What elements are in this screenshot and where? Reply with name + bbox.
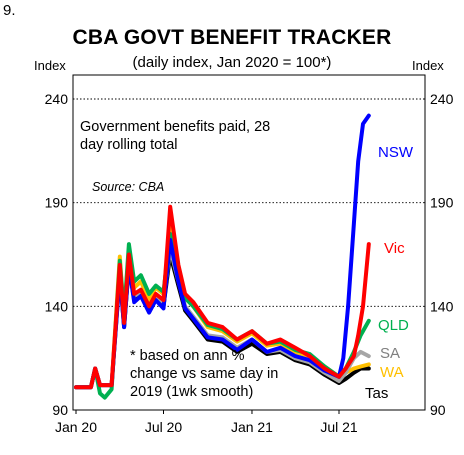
chart-subtitle: (daily index, Jan 2020 = 100*) bbox=[132, 54, 332, 71]
series-label-tas: Tas bbox=[365, 385, 388, 402]
annotation-source: Source: CBA bbox=[92, 180, 164, 194]
series-label-wa: WA bbox=[380, 364, 404, 381]
left-axis-title: Index bbox=[34, 58, 66, 73]
right-axis-title: Index bbox=[412, 58, 444, 73]
y-tick-left-190: 190 bbox=[45, 195, 69, 211]
annotation-footnote-line-1: * based on ann % bbox=[130, 348, 245, 364]
series-label-vic: Vic bbox=[384, 240, 405, 257]
series-label-nsw: NSW bbox=[378, 144, 414, 161]
annotation-description-line-2: day rolling total bbox=[80, 137, 178, 153]
annotation-footnote-line-2: change vs same day in bbox=[130, 366, 278, 382]
y-tick-left-90: 90 bbox=[52, 402, 68, 418]
annotation-description-line-1: Government benefits paid, 28 bbox=[80, 119, 270, 135]
y-tick-left-240: 240 bbox=[45, 91, 69, 107]
x-tick-label-1: Jul 20 bbox=[145, 419, 183, 435]
figure-number: 9. bbox=[3, 2, 16, 19]
series-label-qld: QLD bbox=[378, 317, 409, 334]
series-line-nsw bbox=[74, 113, 371, 390]
x-tick-label-2: Jan 21 bbox=[231, 419, 273, 435]
y-tick-right-190: 190 bbox=[430, 195, 454, 211]
plot-frame bbox=[72, 74, 426, 411]
y-tick-right-90: 90 bbox=[430, 402, 446, 418]
y-tick-right-140: 140 bbox=[430, 298, 454, 314]
chart-title: CBA GOVT BENEFIT TRACKER bbox=[72, 26, 392, 49]
series-label-sa: SA bbox=[380, 345, 400, 362]
y-tick-left-140: 140 bbox=[45, 298, 69, 314]
annotation-footnote-line-3: 2019 (1wk smooth) bbox=[130, 384, 253, 400]
x-tick-label-0: Jan 20 bbox=[55, 419, 97, 435]
x-tick-label-3: Jul 21 bbox=[320, 419, 358, 435]
series-line-vic bbox=[74, 204, 371, 390]
y-tick-right-240: 240 bbox=[430, 91, 454, 107]
